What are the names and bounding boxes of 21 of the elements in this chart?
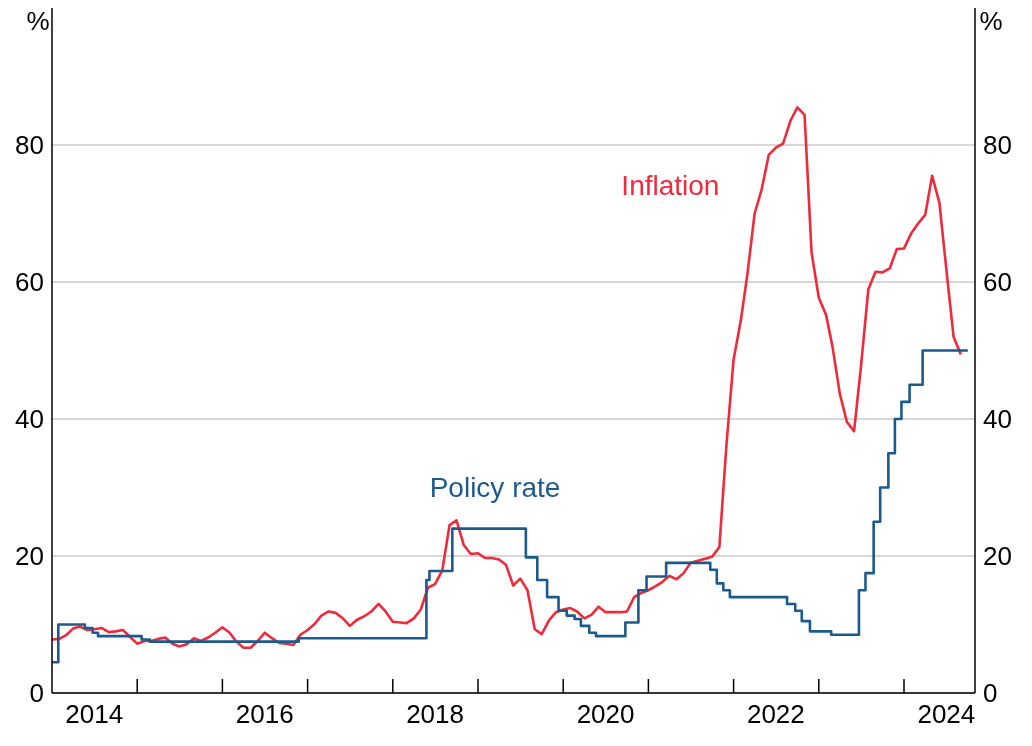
series-label: Policy rate bbox=[429, 471, 561, 504]
line-series bbox=[52, 106, 963, 650]
y-tick-label: 80 bbox=[15, 130, 44, 161]
y-tick-label: 20 bbox=[15, 541, 44, 572]
y2-axis-title: % bbox=[979, 6, 1003, 36]
series-label: Inflation bbox=[621, 170, 720, 203]
y2-tick-label: 0 bbox=[983, 678, 998, 709]
x-tick-label: 2022 bbox=[746, 699, 805, 729]
x-tick-label: 2016 bbox=[235, 699, 294, 729]
y-tick-label: 0 bbox=[29, 678, 44, 709]
y2-tick-label: 20 bbox=[983, 541, 1012, 572]
y2-tick-label: 80 bbox=[983, 130, 1012, 161]
y-tick-label: 40 bbox=[15, 404, 44, 435]
x-tick-label: 2018 bbox=[406, 699, 464, 729]
x-tick-label: 2024 bbox=[917, 699, 976, 729]
x-tick-label: 2014 bbox=[65, 699, 124, 729]
y-axis-title: % bbox=[26, 6, 50, 36]
y2-tick-label: 60 bbox=[983, 267, 1012, 298]
y2-tick-label: 40 bbox=[983, 404, 1012, 435]
y-tick-label: 60 bbox=[15, 267, 44, 298]
x-tick-label: 2020 bbox=[576, 699, 635, 729]
